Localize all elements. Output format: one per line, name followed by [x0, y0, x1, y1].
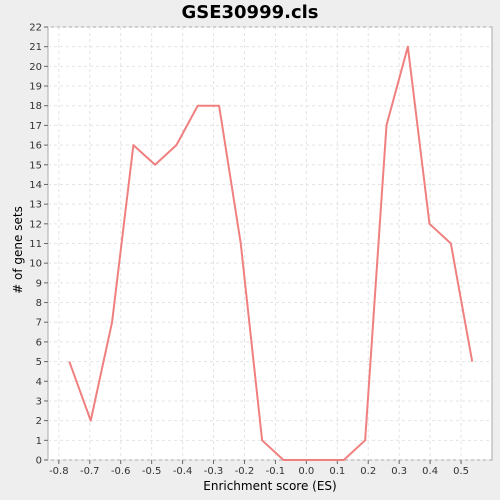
- x-tick-label: -0.7: [80, 466, 100, 477]
- y-tick-label: 7: [36, 318, 42, 329]
- x-tick-label: 0.5: [453, 466, 469, 477]
- y-tick-label: 19: [29, 82, 42, 93]
- x-tick-label: 0.2: [360, 466, 376, 477]
- y-tick-label: 20: [29, 62, 42, 73]
- x-tick-label: -0.5: [142, 466, 162, 477]
- x-tick-label: -0.6: [111, 466, 131, 477]
- y-tick-label: 0: [36, 456, 42, 467]
- x-tick-label: -0.8: [49, 466, 69, 477]
- x-tick-label: 0.1: [329, 466, 345, 477]
- series-layer: [68, 45, 474, 461]
- y-tick-label: 12: [29, 219, 42, 230]
- chart-title: GSE30999.cls: [181, 2, 318, 23]
- y-tick-label: 9: [36, 278, 42, 289]
- y-tick-label: 17: [29, 121, 42, 132]
- series-line: [68, 45, 474, 461]
- x-tick-label: -0.4: [173, 466, 193, 477]
- y-tick-label: 22: [29, 23, 42, 34]
- y-tick-label: 18: [29, 101, 42, 112]
- x-tick-label: 0.3: [391, 466, 407, 477]
- y-tick-label: 10: [29, 259, 42, 270]
- y-tick-label: 11: [29, 239, 42, 250]
- x-tick-label: -0.3: [204, 466, 224, 477]
- y-axis-label: # of gene sets: [11, 206, 25, 294]
- axes: 012345678910111213141516171819202122-0.8…: [29, 23, 469, 478]
- y-tick-label: 6: [36, 337, 42, 348]
- y-tick-label: 16: [29, 141, 42, 152]
- x-tick-label: 0.0: [298, 466, 314, 477]
- x-tick-label: 0.4: [422, 466, 438, 477]
- y-tick-label: 1: [36, 436, 42, 447]
- y-tick-label: 8: [36, 298, 42, 309]
- y-tick-label: 5: [36, 357, 42, 368]
- y-tick-label: 3: [36, 396, 42, 407]
- x-tick-label: -0.1: [266, 466, 286, 477]
- y-tick-label: 15: [29, 160, 42, 171]
- y-tick-label: 4: [36, 377, 42, 388]
- grid-lines: [48, 26, 492, 461]
- y-tick-label: 2: [36, 416, 42, 427]
- y-tick-label: 13: [29, 200, 42, 211]
- y-tick-label: 21: [29, 42, 42, 53]
- x-axis-label: Enrichment score (ES): [203, 479, 336, 493]
- y-tick-label: 14: [29, 180, 42, 191]
- x-tick-label: -0.2: [235, 466, 255, 477]
